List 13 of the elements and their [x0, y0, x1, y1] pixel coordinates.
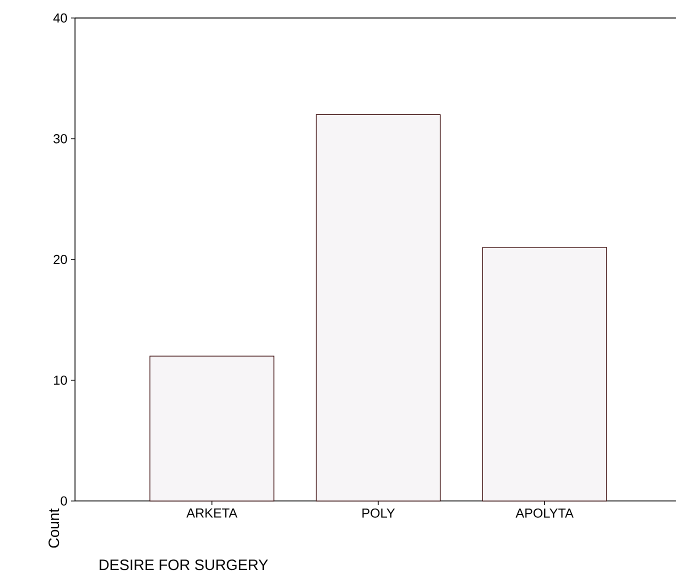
bar — [482, 247, 607, 502]
x-axis-title: DESIRE FOR SURGERY — [100, 560, 268, 570]
x-tick-label: POLY — [362, 508, 395, 518]
y-axis-title: Count — [48, 508, 60, 548]
x-tick-label: APOLYTA — [516, 508, 574, 518]
bar — [150, 356, 274, 502]
bar — [316, 114, 441, 502]
y-tick-label: 0 — [60, 496, 67, 506]
x-tick-label: ARKETA — [186, 508, 238, 518]
y-tick-label: 40 — [53, 13, 67, 23]
y-tick-label: 30 — [54, 134, 67, 144]
y-tick-label: 10 — [54, 376, 67, 385]
y-tick-label: 20 — [54, 254, 67, 264]
